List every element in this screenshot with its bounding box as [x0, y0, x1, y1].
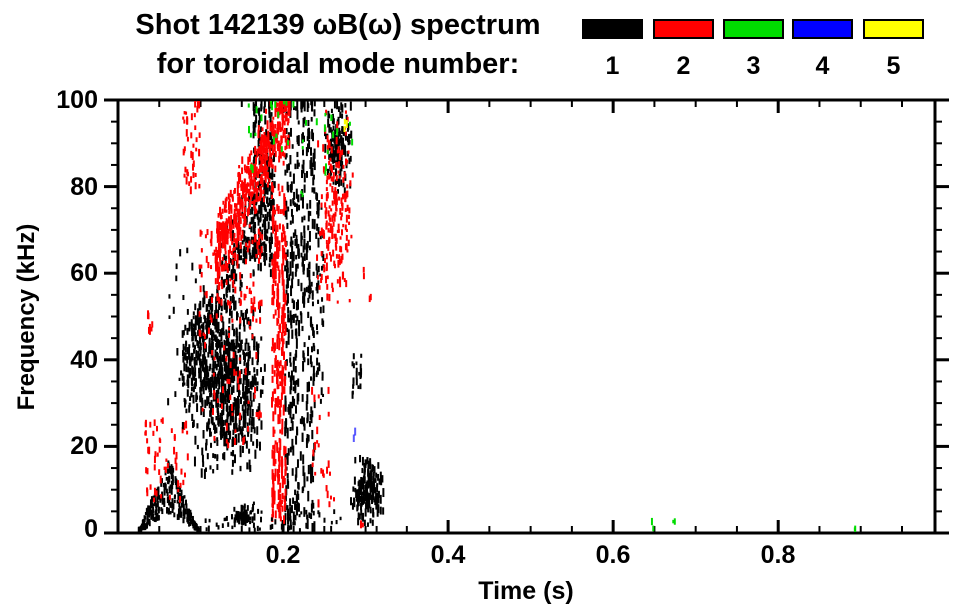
mode-legend: 1 2 3 4 5: [0, 0, 963, 90]
ytick-40: 40: [70, 346, 98, 374]
mode2-color-swatch: [653, 19, 714, 39]
mode5-label: 5: [886, 52, 901, 80]
ytick-60: 60: [70, 259, 98, 287]
x-axis-title: Time (s): [478, 577, 574, 605]
ytick-0: 0: [84, 515, 98, 543]
mode5-color-swatch: [863, 19, 924, 39]
mode3-color-swatch: [723, 19, 784, 39]
xtick-0.8: 0.8: [760, 541, 796, 569]
legend-item-mode2: 2: [653, 19, 714, 81]
ytick-80: 80: [70, 173, 98, 201]
mode3-label: 3: [746, 52, 761, 80]
y-axis-title: Frequency (kHz): [13, 223, 40, 411]
legend-item-mode4: 4: [792, 19, 853, 81]
mode1-label: 1: [605, 52, 620, 80]
legend-item-mode1: 1: [582, 19, 643, 81]
xtick-0.4: 0.4: [430, 541, 466, 569]
chart-title-line1: Shot 142139 ωB(ω) spectrum: [135, 9, 541, 41]
legend-item-mode5: 5: [863, 19, 924, 81]
mode1-color-swatch: [582, 19, 643, 39]
ytick-20: 20: [70, 432, 98, 460]
mode4-label: 4: [815, 52, 830, 80]
mode2-label: 2: [676, 52, 691, 80]
chart-title: Shot 142139 ωB(ω) spectrum for toroidal …: [103, 6, 573, 84]
xtick-0.6: 0.6: [595, 541, 631, 569]
ytick-100: 100: [56, 86, 98, 114]
legend-item-mode3: 3: [723, 19, 784, 81]
xtick-0.2: 0.2: [265, 541, 301, 569]
chart-title-line2: for toroidal mode number:: [156, 48, 520, 80]
mode4-color-swatch: [792, 19, 853, 39]
